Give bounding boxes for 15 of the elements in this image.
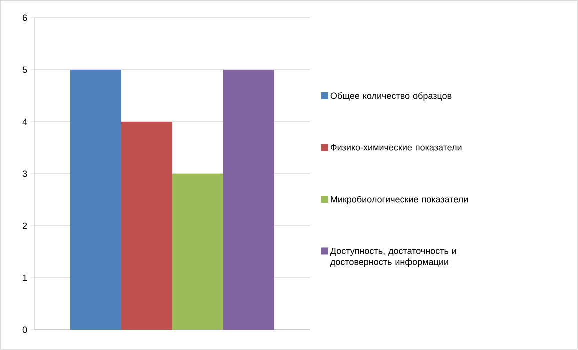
y-tick-label: 1: [23, 274, 28, 282]
legend-label: Доступность, достаточность и достоверность информации: [330, 248, 456, 268]
legend-label: Общее количество образцов: [330, 92, 452, 101]
y-tick-label: 0: [22, 326, 28, 334]
bar: [70, 70, 122, 330]
y-tick-label: 5: [22, 66, 28, 74]
bar: [122, 122, 173, 330]
y-tick-label: 6: [22, 14, 28, 22]
bar: [224, 70, 275, 330]
legend-label: Физико-химические показатели: [330, 144, 462, 151]
y-tick-label: 2: [22, 222, 28, 230]
y-tick-label: 4: [22, 118, 28, 126]
legend-label: Микробиологические показатели: [331, 196, 468, 204]
bar: [172, 174, 224, 330]
y-tick-label: 3: [22, 170, 28, 178]
